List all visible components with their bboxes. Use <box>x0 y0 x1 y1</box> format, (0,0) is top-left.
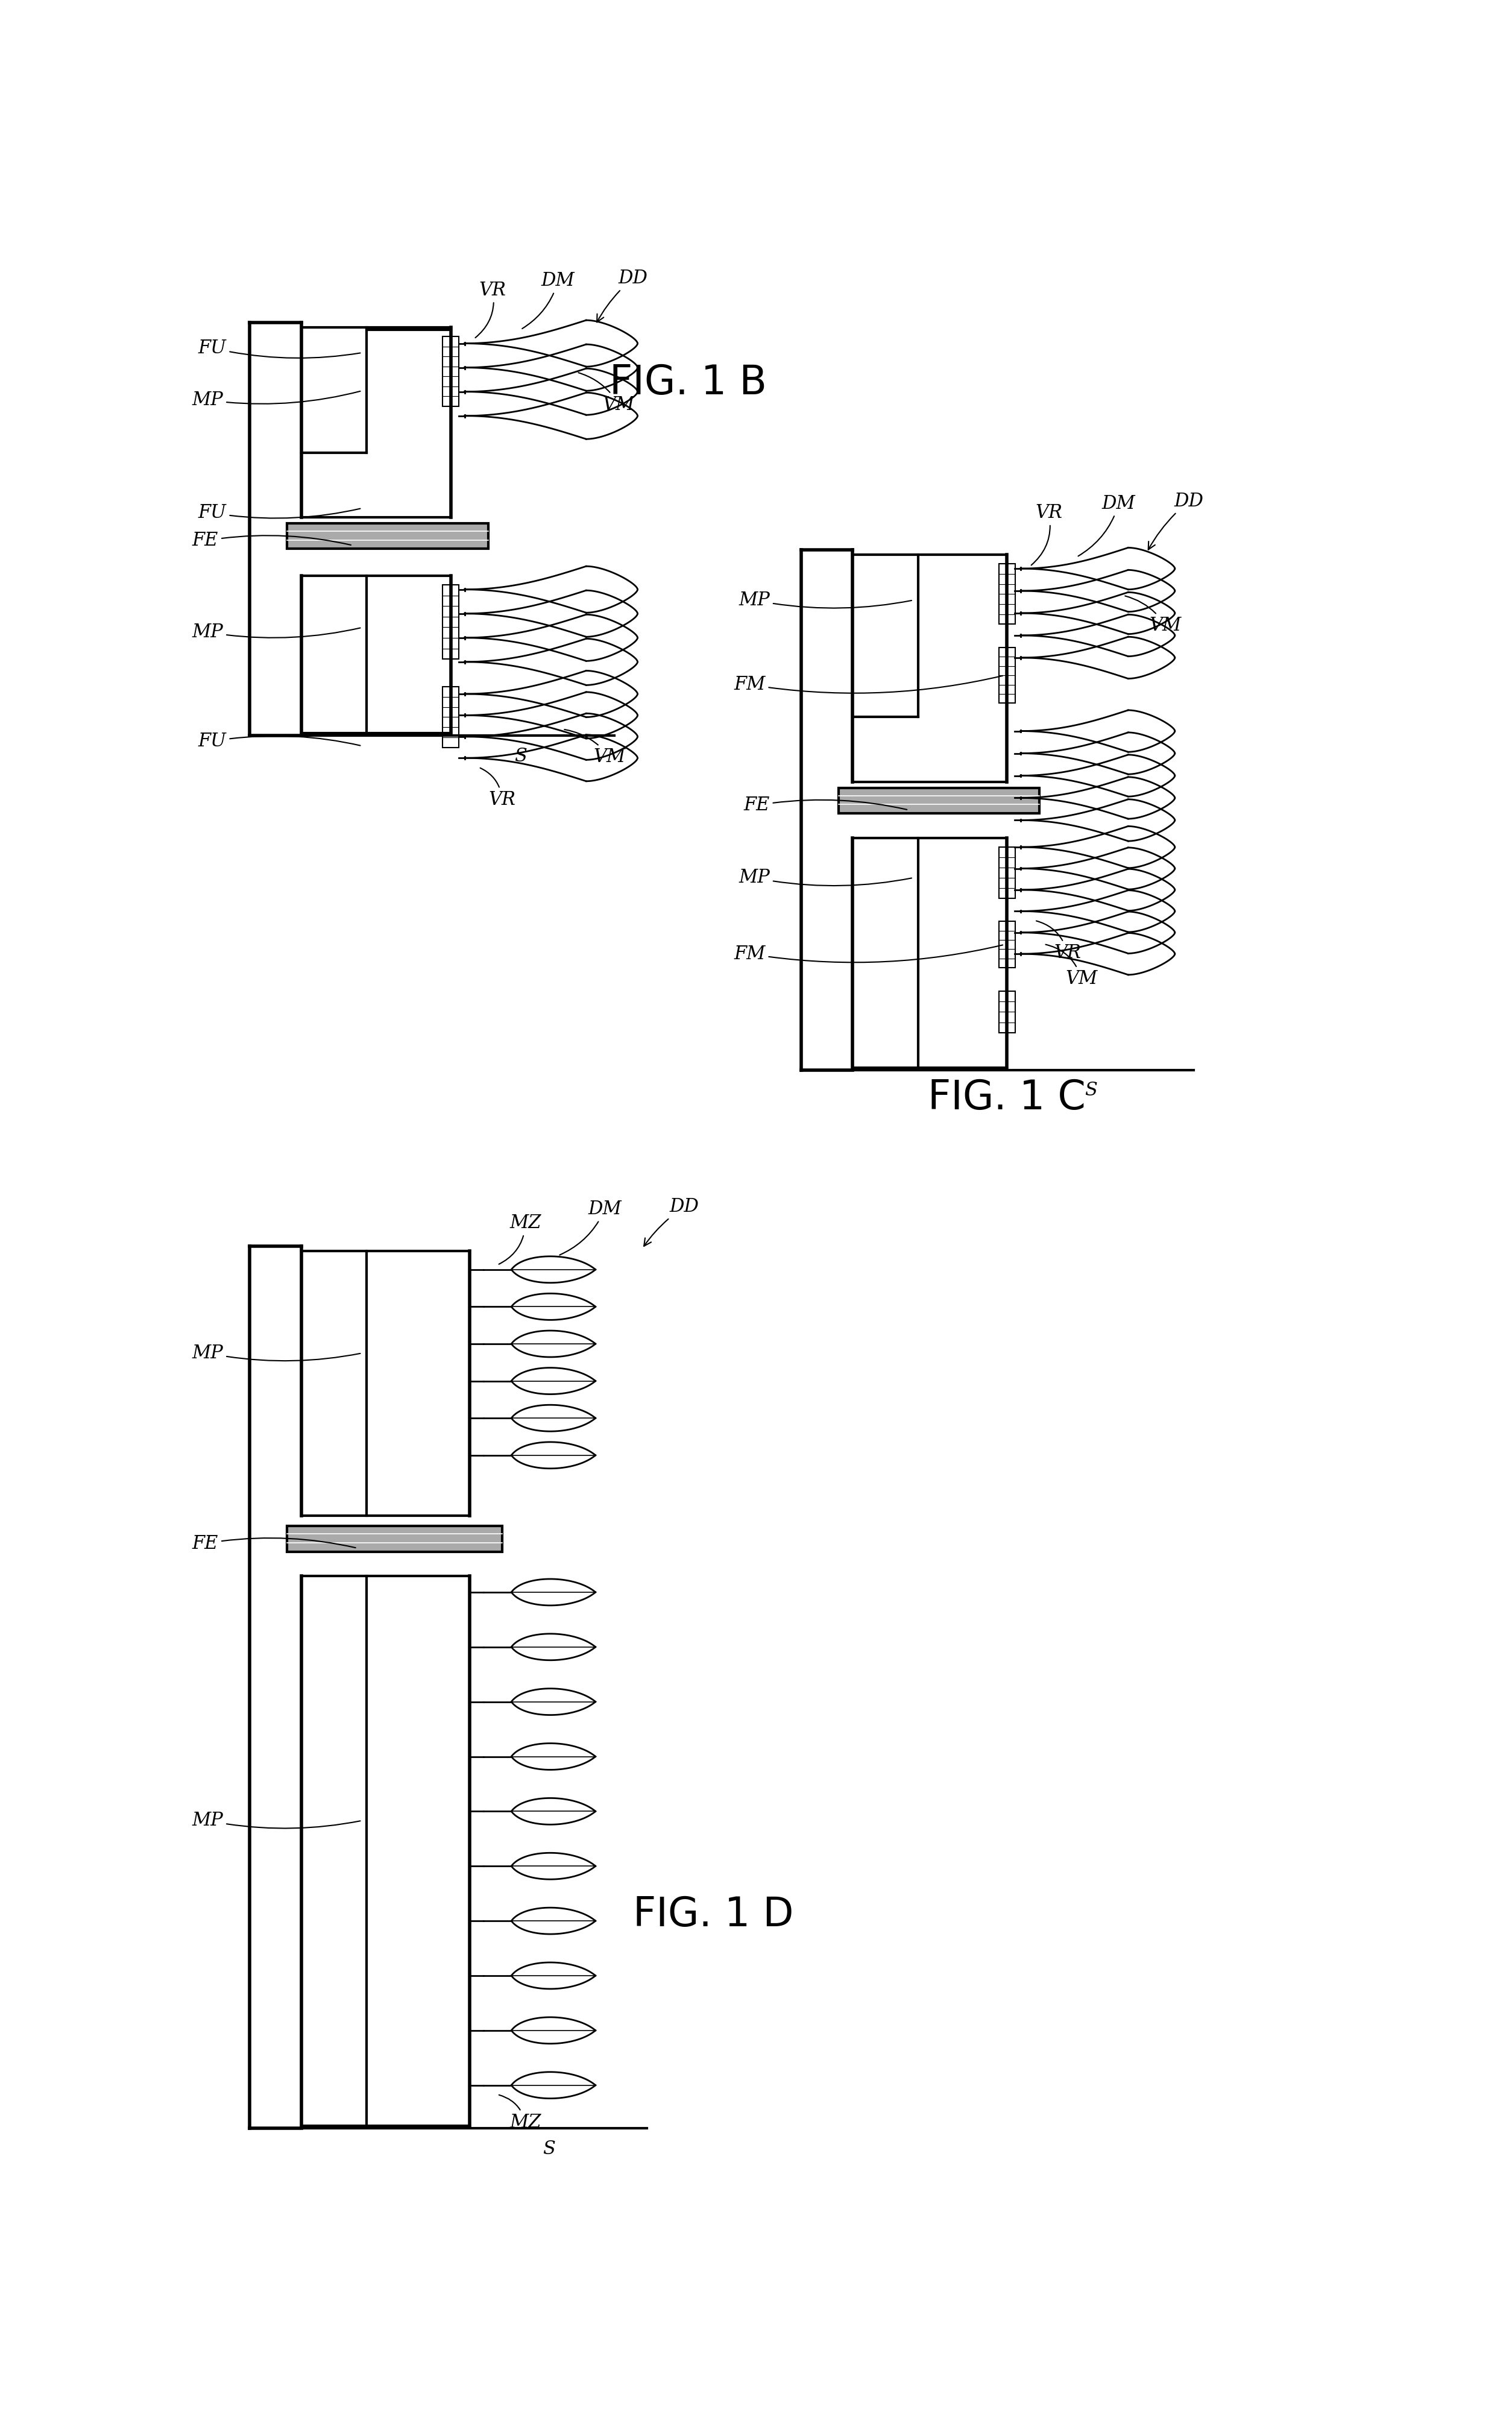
Text: VM: VM <box>564 730 626 766</box>
Text: MZ: MZ <box>499 1213 541 1264</box>
Bar <box>443 336 460 406</box>
Bar <box>999 648 1015 703</box>
Text: MZ: MZ <box>499 2096 541 2132</box>
Text: MP: MP <box>192 1344 360 1363</box>
Text: VM: VM <box>1046 945 1098 989</box>
Text: DM: DM <box>522 271 575 329</box>
Text: VR: VR <box>1031 503 1063 566</box>
Text: FE: FE <box>192 1535 355 1552</box>
Text: MP: MP <box>739 868 912 887</box>
Bar <box>999 921 1015 967</box>
Text: VM: VM <box>579 372 635 413</box>
Bar <box>443 686 460 747</box>
Text: VR: VR <box>481 769 516 810</box>
Text: FIG. 1 D: FIG. 1 D <box>634 1895 794 1934</box>
Text: FU: FU <box>198 503 360 522</box>
Text: FE: FE <box>744 795 907 815</box>
Text: FE: FE <box>192 532 351 551</box>
Text: MP: MP <box>739 590 912 609</box>
Text: MP: MP <box>192 624 360 641</box>
Text: MP: MP <box>192 392 360 408</box>
Text: FIG. 1 B: FIG. 1 B <box>609 363 767 404</box>
Text: VR: VR <box>475 280 507 338</box>
Bar <box>999 846 1015 899</box>
Text: FU: FU <box>198 732 360 752</box>
Text: FU: FU <box>198 338 360 358</box>
Text: DD: DD <box>1148 493 1204 549</box>
Text: DD: DD <box>644 1196 699 1247</box>
Bar <box>999 991 1015 1032</box>
Text: DM: DM <box>1078 493 1136 556</box>
Text: S: S <box>543 2139 555 2158</box>
Text: FM: FM <box>733 674 1002 694</box>
Text: FIG. 1 C: FIG. 1 C <box>928 1078 1086 1117</box>
Bar <box>287 1525 502 1552</box>
Text: S: S <box>514 747 528 766</box>
Bar <box>839 788 1039 815</box>
Text: FM: FM <box>733 945 1002 964</box>
Bar <box>999 563 1015 624</box>
Bar <box>443 585 460 660</box>
Text: S: S <box>1084 1080 1098 1100</box>
Text: VM: VM <box>1125 597 1181 636</box>
Text: DM: DM <box>559 1199 621 1254</box>
Bar <box>287 524 488 549</box>
Text: DD: DD <box>597 268 647 321</box>
Text: MP: MP <box>192 1810 360 1830</box>
Text: VR: VR <box>1036 921 1081 962</box>
